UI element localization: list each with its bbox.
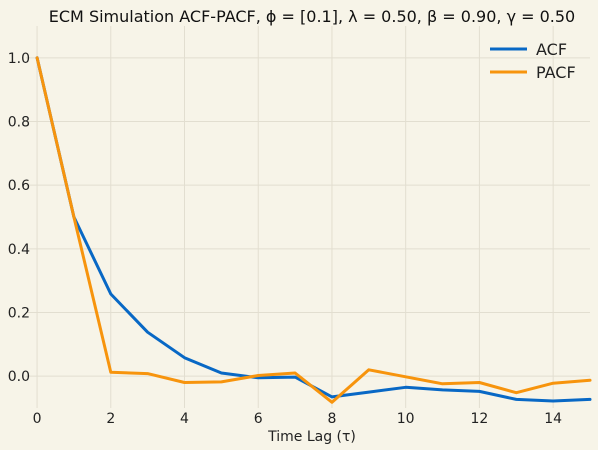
y-tick-label: 1.0 (8, 51, 30, 67)
series-line-acf (35, 56, 592, 403)
x-tick-label: 6 (254, 411, 263, 427)
x-tick-label: 0 (33, 411, 42, 427)
x-tick-label: 14 (544, 411, 562, 427)
chart-title: ECM Simulation ACF-PACF, ϕ = [0.1], λ = … (49, 7, 575, 26)
legend-label-pacf: PACF (536, 63, 576, 82)
legend-label-acf: ACF (536, 40, 567, 59)
y-tick-label: 0.8 (8, 115, 30, 131)
x-tick-label: 2 (106, 411, 115, 427)
x-tick-label: 4 (180, 411, 189, 427)
x-tick-label: 10 (397, 411, 415, 427)
series-line-pacf (35, 56, 592, 404)
tick-labels: 0 2 4 6 8 10 12 14 0.0 0.2 0.4 0.6 0.8 1.0 (8, 51, 562, 427)
x-axis-label: Time Lag (τ) (267, 429, 356, 445)
x-tick-label: 8 (327, 411, 336, 427)
grid (26, 26, 590, 408)
y-tick-label: 0.2 (8, 306, 30, 322)
y-tick-label: 0.4 (8, 242, 30, 258)
y-tick-label: 0.0 (8, 369, 30, 385)
x-tick-label: 12 (470, 411, 488, 427)
legend: ACF PACF (490, 40, 576, 82)
y-tick-label: 0.6 (8, 178, 30, 194)
series-layer (35, 56, 592, 404)
